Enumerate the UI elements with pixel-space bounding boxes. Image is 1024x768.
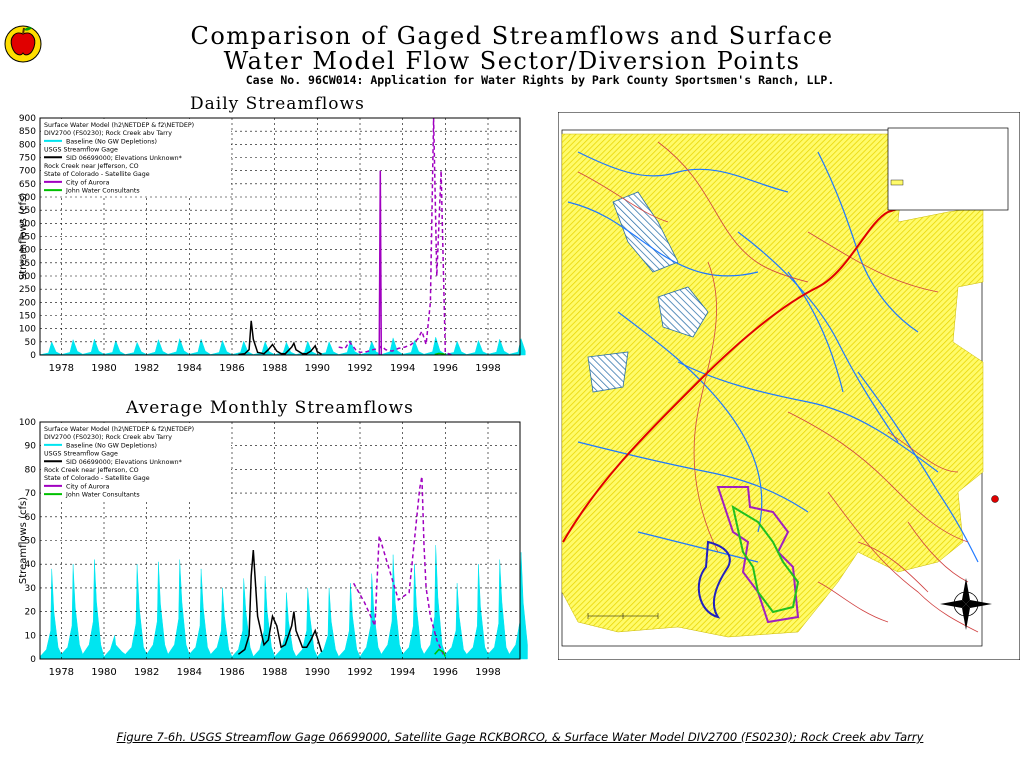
- legend-entry: Surface Water Model (h2\NETDEP & f2\NETD…: [44, 426, 194, 433]
- legend-entry: City of Aurora: [66, 179, 110, 186]
- x-tick-label: 1990: [305, 363, 330, 374]
- x-tick-label: 1984: [177, 667, 202, 678]
- north-arrow-icon: [940, 578, 992, 630]
- x-tick-label: 1986: [219, 667, 244, 678]
- x-tick-label: 1980: [91, 363, 116, 374]
- legend-entry: Rock Creek near Jefferson, CO: [44, 467, 139, 474]
- legend-entry: Baseline (No GW Depletions): [66, 138, 157, 145]
- y-axis-label: Streamflows (cfs): [18, 193, 29, 280]
- legend-entry: DIV2700 (FS0230); Rock Creek abv Tarry: [44, 130, 172, 137]
- y-tick-label: 300: [19, 272, 36, 282]
- legend-entry: John Water Consultants: [65, 188, 140, 195]
- x-tick-label: 1992: [347, 667, 372, 678]
- x-tick-label: 1980: [91, 667, 116, 678]
- page-title-line1: Comparison of Gaged Streamflows and Surf…: [190, 22, 834, 50]
- x-tick-label: 1998: [475, 363, 500, 374]
- series-line: [434, 352, 446, 356]
- x-tick-label: 1996: [433, 667, 458, 678]
- x-tick-label: 1986: [219, 363, 244, 374]
- series-line: [434, 648, 446, 657]
- y-tick-label: 700: [19, 167, 36, 177]
- series-line: [237, 549, 323, 655]
- y-tick-label: 350: [19, 259, 36, 269]
- y-tick-label: 0: [30, 655, 36, 665]
- y-tick-label: 0: [30, 351, 36, 361]
- legend-entry: USGS Streamflow Gage: [44, 451, 118, 458]
- apple-logo-icon: [4, 25, 42, 63]
- plot-frame: [39, 421, 521, 660]
- daily-streamflows-chart: 0 50 100 150 200 250 300 350 400 450 500 550 600 650 7…: [18, 114, 526, 374]
- page-title-line2: Water Model Flow Sector/Diversion Points: [223, 47, 801, 75]
- y-tick-label: 200: [19, 298, 36, 308]
- y-tick-label: 60: [25, 513, 37, 523]
- legend-box: [41, 423, 231, 499]
- y-tick-label: 10: [25, 631, 37, 641]
- legend-entry: Baseline (No GW Depletions): [66, 442, 157, 449]
- y-tick-label: 400: [19, 246, 36, 256]
- legend-entry: Surface Water Model (h2\NETDEP & f2\NETD…: [44, 122, 194, 129]
- y-tick-label: 600: [19, 193, 36, 203]
- x-tick-label: 1988: [262, 363, 287, 374]
- y-tick-label: 250: [19, 285, 36, 295]
- legend-box: [41, 119, 231, 195]
- site-map: [558, 112, 1020, 660]
- y-tick-label: 500: [19, 219, 36, 229]
- y-tick-label: 20: [25, 608, 37, 618]
- y-tick-label: 50: [25, 338, 37, 348]
- x-tick-label: 1984: [177, 363, 202, 374]
- legend-entry: Rock Creek near Jefferson, CO: [44, 163, 139, 170]
- figure-caption: Figure 7-6h. USGS Streamflow Gage 066990…: [116, 730, 924, 744]
- legend-entry: State of Colorado - Satellite Gage: [44, 475, 150, 482]
- x-tick-label: 1990: [305, 667, 330, 678]
- y-tick-label: 100: [19, 325, 36, 335]
- y-axis-label: Streamflows (cfs): [18, 497, 29, 584]
- x-tick-label: 1978: [49, 363, 74, 374]
- y-tick-label: 850: [19, 127, 36, 137]
- x-tick-label: 1988: [262, 667, 287, 678]
- x-tick-label: 1992: [347, 363, 372, 374]
- x-tick-label: 1994: [390, 363, 415, 374]
- y-tick-label: 30: [25, 584, 37, 594]
- legend-entry: DIV2700 (FS0230); Rock Creek abv Tarry: [44, 434, 172, 441]
- series-line: [378, 170, 383, 356]
- series-baseline-fill: [39, 336, 526, 356]
- legend-entry: SID 06699000; Elevations Unknown*: [66, 155, 182, 162]
- y-tick-label: 650: [19, 180, 36, 190]
- y-tick-label: 50: [25, 537, 37, 547]
- y-tick-label: 550: [19, 206, 36, 216]
- y-tick-label: 800: [19, 140, 36, 150]
- legend-entry: City of Aurora: [66, 483, 110, 490]
- x-tick-label: 1982: [134, 667, 159, 678]
- y-tick-label: 450: [19, 233, 36, 243]
- series-line: [352, 476, 444, 655]
- y-tick-label: 900: [19, 114, 36, 124]
- y-tick-label: 100: [19, 418, 36, 428]
- x-tick-label: 1978: [49, 667, 74, 678]
- x-tick-label: 1994: [390, 667, 415, 678]
- y-tick-label: 70: [25, 489, 37, 499]
- x-tick-label: 1998: [475, 667, 500, 678]
- series-line: [338, 117, 452, 356]
- legend-entry: John Water Consultants: [65, 492, 140, 499]
- x-tick-label: 1982: [134, 363, 159, 374]
- series-baseline-fill: [39, 545, 528, 660]
- monthly-chart-title: Average Monthly Streamflows: [126, 398, 414, 418]
- legend-entry: USGS Streamflow Gage: [44, 147, 118, 154]
- plot-frame: [39, 117, 521, 356]
- y-tick-label: 750: [19, 154, 36, 164]
- x-tick-label: 1996: [433, 363, 458, 374]
- daily-chart-title: Daily Streamflows: [190, 94, 365, 114]
- monthly-streamflows-chart: 0 10 20 30 40 50 60 70 80 90 100 1978 1980 1982 1984 19…: [18, 418, 528, 678]
- y-tick-label: 90: [25, 442, 37, 452]
- y-tick-label: 40: [25, 560, 37, 570]
- y-tick-label: 80: [25, 465, 37, 475]
- legend-entry: SID 06699000; Elevations Unknown*: [66, 459, 182, 466]
- y-tick-label: 150: [19, 312, 36, 322]
- series-line: [238, 320, 322, 356]
- page-subtitle: Case No. 96CW014: Application for Water …: [245, 73, 835, 87]
- legend-entry: State of Colorado - Satellite Gage: [44, 171, 150, 178]
